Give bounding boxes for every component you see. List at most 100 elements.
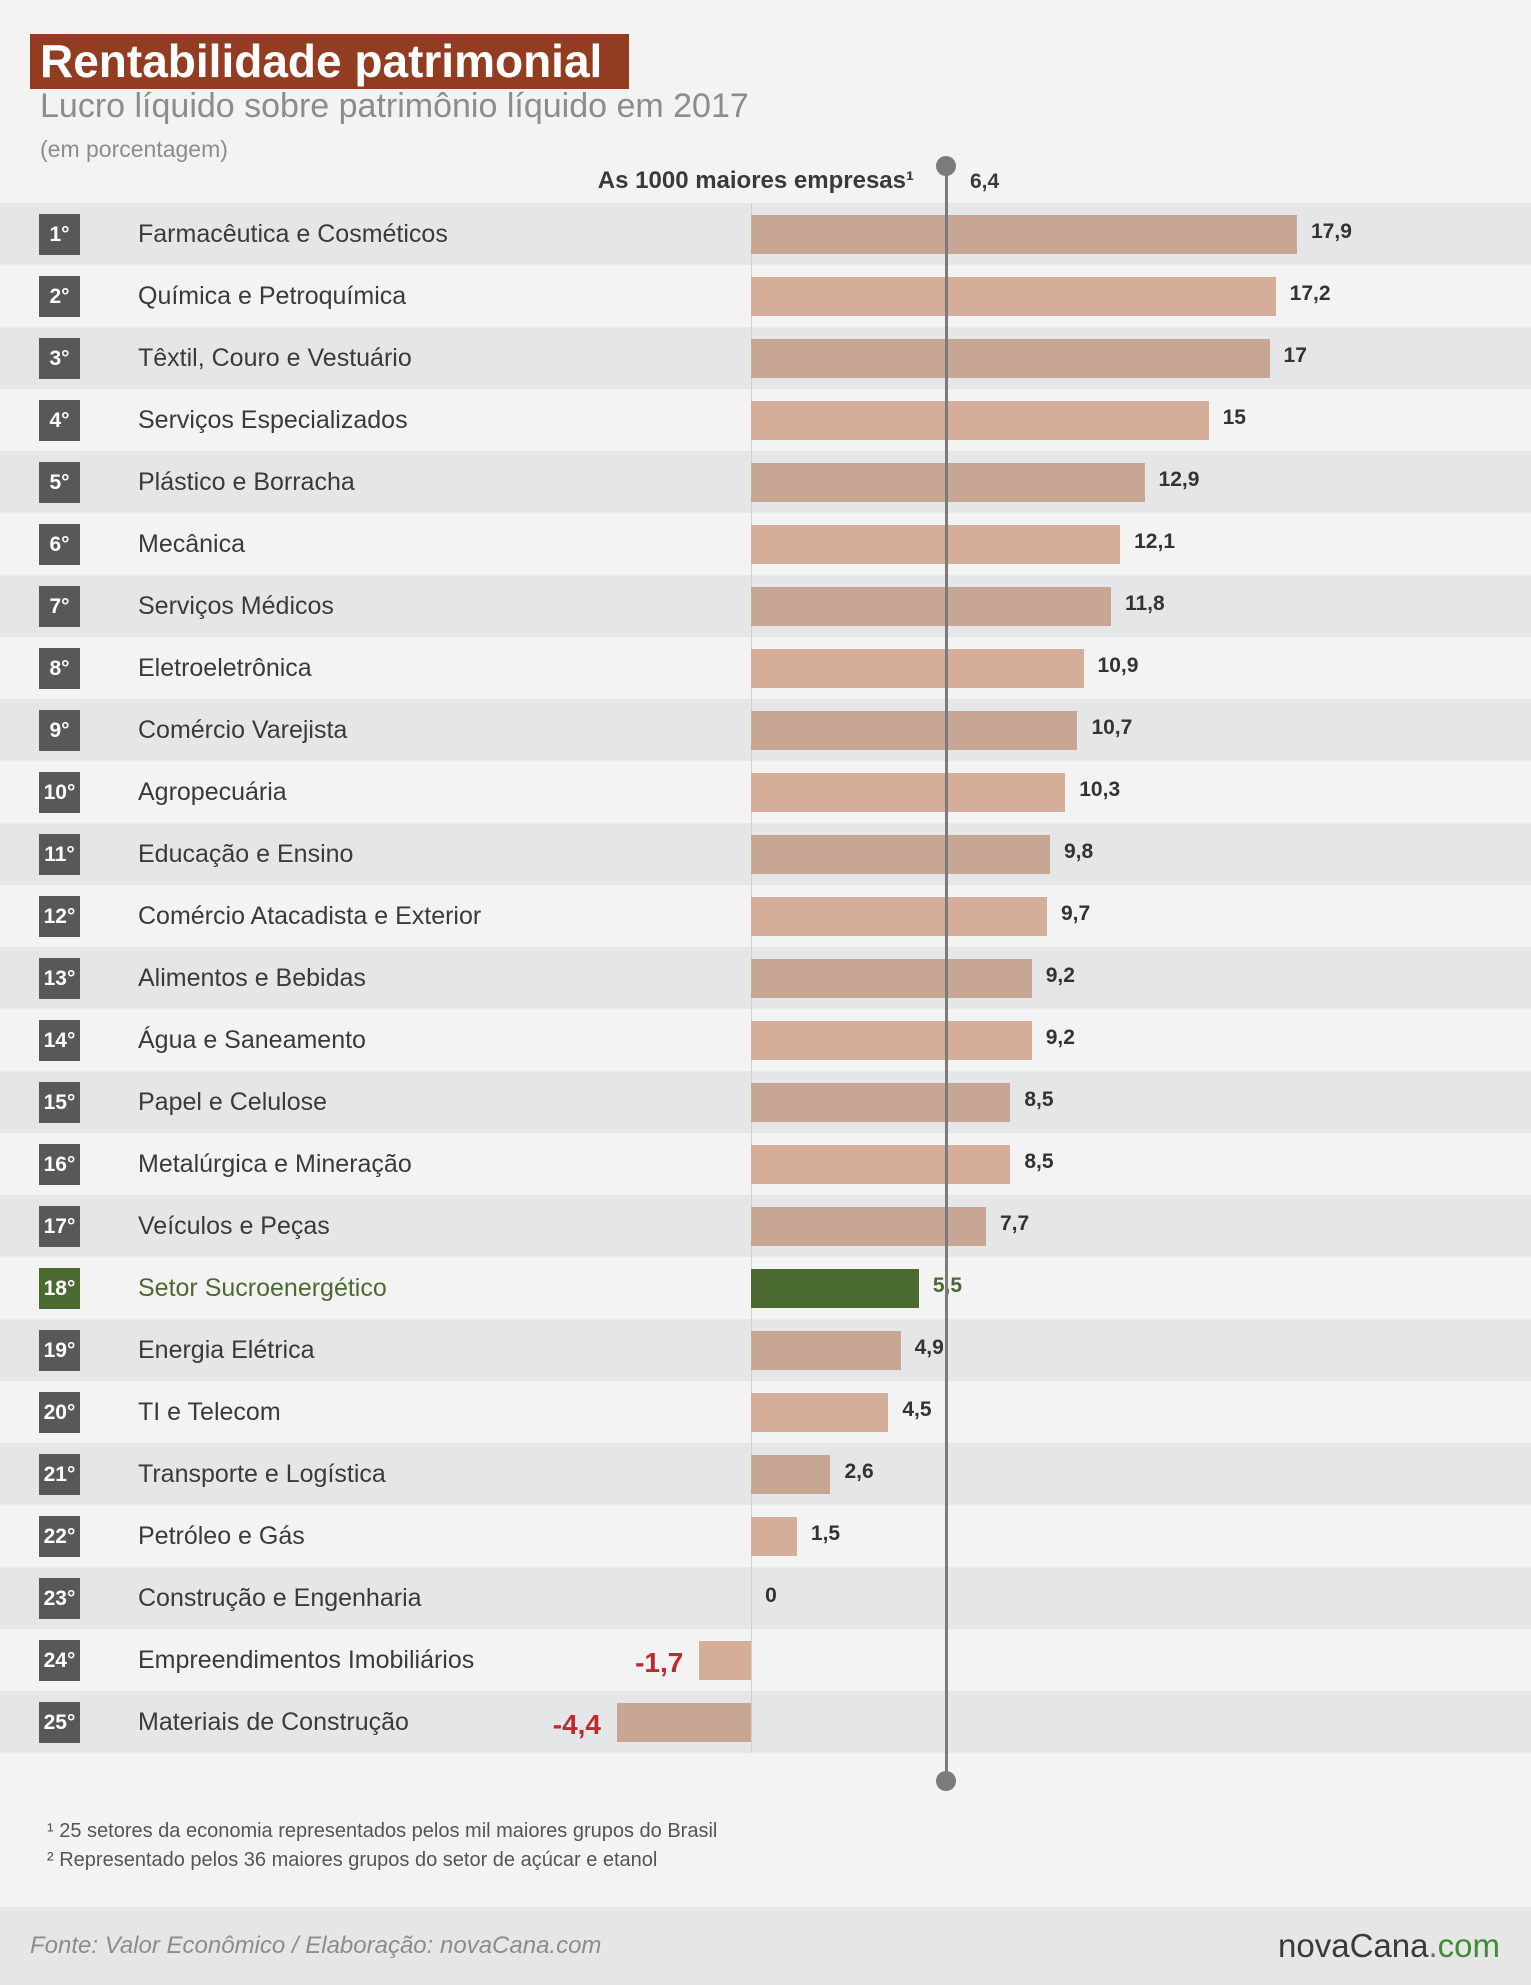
rank-badge: 2° (39, 275, 80, 317)
value-label: 9,8 (1064, 840, 1094, 863)
category-label: Agropecuária (138, 778, 287, 806)
value-label: 0 (765, 1584, 777, 1607)
category-label: Transporte e Logística (138, 1460, 386, 1488)
bar (751, 586, 1111, 626)
source-text: Fonte: Valor Econômico / Elaboração: nov… (30, 1932, 602, 1959)
bar (751, 1516, 797, 1556)
rank-badge: 1° (39, 213, 80, 255)
bar (751, 400, 1209, 440)
value-label: 10,3 (1079, 778, 1121, 801)
bar (751, 1144, 1011, 1184)
title-box: Rentabilidade patrimonial (30, 34, 629, 89)
value-label: 9,2 (1045, 964, 1075, 987)
value-label: 12,9 (1158, 468, 1200, 491)
rank-badge: 16° (39, 1143, 80, 1185)
value-label: 4,9 (914, 1336, 944, 1359)
category-label: Comércio Atacadista e Exterior (138, 902, 482, 930)
bar (751, 648, 1084, 688)
novacana-logo: novaCana.com (1278, 1907, 1500, 1985)
rank-badge: 12° (39, 895, 80, 937)
bar (751, 1268, 919, 1308)
category-label: Energia Elétrica (138, 1336, 315, 1364)
logo-suffix: .com (1428, 1927, 1500, 1964)
category-label: Construção e Engenharia (138, 1584, 422, 1612)
rank-badge: 20° (39, 1391, 80, 1433)
category-label: Empreendimentos Imobiliários (138, 1646, 475, 1674)
rank-badge: 6° (39, 523, 80, 565)
rank-badge: 10° (39, 771, 80, 813)
rank-badge: 18° (39, 1267, 80, 1309)
reference-line-label: As 1000 maiores empresas¹ (597, 167, 914, 194)
footer-band: Fonte: Valor Econômico / Elaboração: nov… (0, 1907, 1531, 1985)
value-label: 17,9 (1311, 220, 1352, 243)
category-label: Papel e Celulose (138, 1088, 328, 1116)
bar (751, 1206, 986, 1246)
value-label: 1,5 (810, 1522, 841, 1545)
rank-badge: 4° (39, 399, 80, 441)
rank-badge: 3° (39, 337, 80, 379)
category-label: Setor Sucroenergético (138, 1274, 387, 1302)
category-label: Materiais de Construção (138, 1708, 409, 1736)
category-label: Educação e Ensino (138, 840, 354, 868)
value-label: 10,7 (1091, 716, 1133, 739)
footnote-1: ¹ 25 setores da economia representados p… (47, 1820, 718, 1842)
category-label: Plástico e Borracha (138, 468, 355, 496)
rank-badge: 9° (39, 709, 80, 751)
bar (617, 1702, 752, 1742)
bar (751, 710, 1078, 750)
category-label: Eletroeletrônica (138, 654, 312, 682)
row-stripe (0, 1691, 1531, 1753)
reference-line-top-marker (936, 156, 957, 176)
rank-badge: 21° (39, 1453, 80, 1495)
rank-badge: 19° (39, 1329, 80, 1371)
value-label: 9,7 (1060, 902, 1091, 925)
row-stripe (0, 1567, 1531, 1629)
bar (699, 1640, 752, 1680)
rank-badge: 8° (39, 647, 80, 689)
unit-note: (em porcentagem) (40, 136, 228, 162)
reference-line-value: 6,4 (970, 170, 1000, 193)
rank-badge: 11° (39, 833, 80, 875)
rank-badge: 24° (39, 1639, 80, 1681)
bar (751, 524, 1121, 564)
reference-line (944, 166, 948, 1781)
category-label: Petróleo e Gás (138, 1522, 305, 1550)
category-label: Serviços Especializados (138, 406, 408, 434)
rank-badge: 23° (39, 1577, 80, 1619)
value-label: 7,7 (999, 1212, 1030, 1235)
rank-badge: 14° (39, 1019, 80, 1061)
bar (751, 214, 1297, 254)
rank-badge: 5° (39, 461, 80, 503)
category-label: Água e Saneamento (138, 1026, 366, 1054)
value-label: 10,9 (1097, 654, 1139, 677)
bar (751, 1020, 1032, 1060)
bar (751, 338, 1270, 378)
category-label: Têxtil, Couro e Vestuário (138, 344, 412, 372)
rank-badge: 15° (39, 1081, 80, 1123)
category-label: Mecânica (138, 530, 245, 558)
value-label: 4,5 (902, 1398, 932, 1421)
rank-badge: 22° (39, 1515, 80, 1557)
reference-line-bottom-marker (936, 1771, 957, 1791)
category-label: Veículos e Peças (138, 1212, 330, 1240)
value-label: 15 (1222, 406, 1246, 429)
chart-subtitle: Lucro líquido sobre patrimônio líquido e… (40, 87, 749, 125)
bar (751, 958, 1032, 998)
rank-badge: 7° (39, 585, 80, 627)
bar (751, 276, 1276, 316)
bar (751, 1082, 1011, 1122)
bar (751, 896, 1047, 936)
bar (751, 834, 1050, 874)
category-label: Farmacêutica e Cosméticos (138, 220, 448, 248)
category-label: Alimentos e Bebidas (138, 964, 366, 992)
value-label: 9,2 (1045, 1026, 1075, 1049)
category-label: Comércio Varejista (138, 716, 348, 744)
category-label: Química e Petroquímica (138, 282, 407, 310)
value-label: 8,5 (1024, 1150, 1054, 1173)
value-label: 8,5 (1024, 1088, 1054, 1111)
bar (751, 462, 1145, 502)
category-label: TI e Telecom (138, 1398, 281, 1426)
rank-badge: 13° (39, 957, 80, 999)
bar (751, 1330, 901, 1370)
